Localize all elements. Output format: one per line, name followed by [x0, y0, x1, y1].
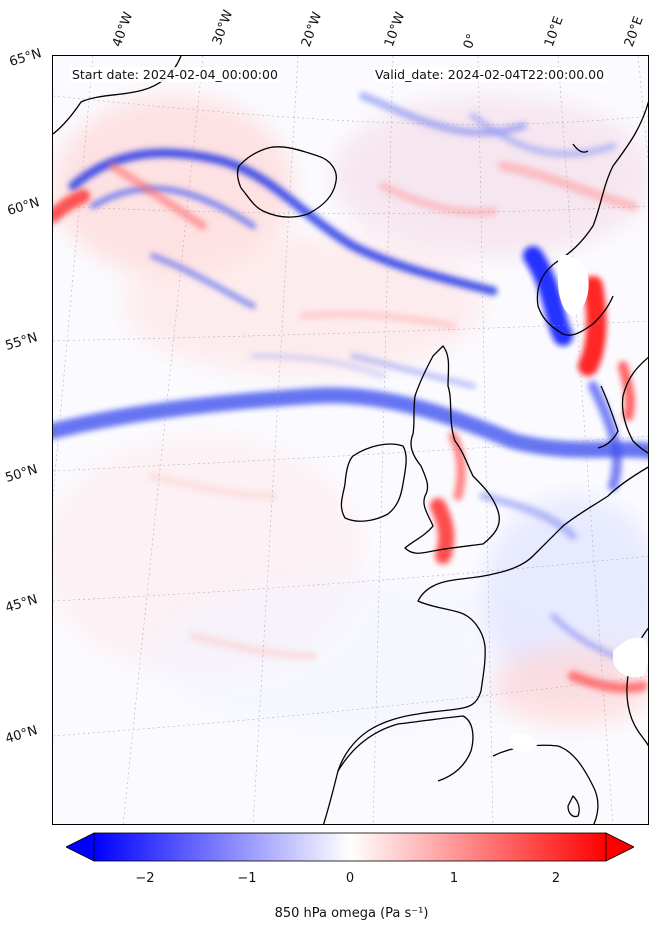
- colorbar-tick: 1: [449, 871, 459, 886]
- coastline-denmark: [597, 385, 619, 449]
- colorbar-gradient: [93, 832, 607, 862]
- coastline-svalbard-islands: [572, 143, 589, 153]
- missing-data-patches: [508, 254, 648, 752]
- lat-label-60n: 60°N: [5, 195, 42, 219]
- coastline-europe: [322, 466, 648, 824]
- valid-date-label: Valid_date: 2024-02-04T22:00:00.00: [373, 67, 607, 82]
- lat-label-55n: 55°N: [3, 330, 40, 354]
- lat-label-50n: 50°N: [3, 462, 40, 486]
- colorbar-tick: −2: [135, 871, 155, 886]
- coastline-iberia: [337, 715, 474, 782]
- background-field: [53, 96, 648, 736]
- lon-label-10w: 10°W: [381, 10, 409, 49]
- coastline-norway: [536, 100, 648, 336]
- coastline-mediterranean: [492, 744, 599, 824]
- colorbar-extend-high: [605, 832, 634, 862]
- lon-label-30w: 30°W: [209, 8, 237, 47]
- map-panel: [52, 55, 649, 825]
- coastlines: [53, 56, 648, 824]
- blue-bands: [53, 92, 648, 669]
- coastline-great-britain: [404, 345, 500, 554]
- colorbar-tick: 0: [345, 871, 355, 886]
- coastline-sweden: [621, 356, 648, 454]
- colorbar-extend-low: [66, 832, 95, 862]
- coastline-iceland: [236, 146, 337, 218]
- graticule: [53, 56, 648, 824]
- lon-label-20e: 20°E: [621, 14, 647, 50]
- coastline-corsica: [567, 795, 580, 818]
- start-date-label: Start date: 2024-02-04_00:00:00: [70, 67, 280, 82]
- lon-label-40w: 40°W: [109, 10, 137, 49]
- colorbar-tick: 2: [551, 871, 561, 886]
- colorbar: [66, 832, 634, 862]
- colorbar-tick: −1: [237, 871, 257, 886]
- coastline-ireland: [340, 443, 407, 522]
- lon-label-20w: 20°W: [298, 10, 326, 49]
- lon-label-0: 0°: [460, 31, 481, 51]
- lat-label-65n: 65°N: [7, 46, 44, 70]
- omega-field-map: [53, 56, 648, 824]
- lat-label-45n: 45°N: [3, 592, 40, 616]
- lon-label-10e: 10°E: [541, 14, 567, 50]
- lat-label-40n: 40°N: [3, 723, 40, 747]
- colorbar-label: 850 hPa omega (Pa s⁻¹): [274, 906, 429, 921]
